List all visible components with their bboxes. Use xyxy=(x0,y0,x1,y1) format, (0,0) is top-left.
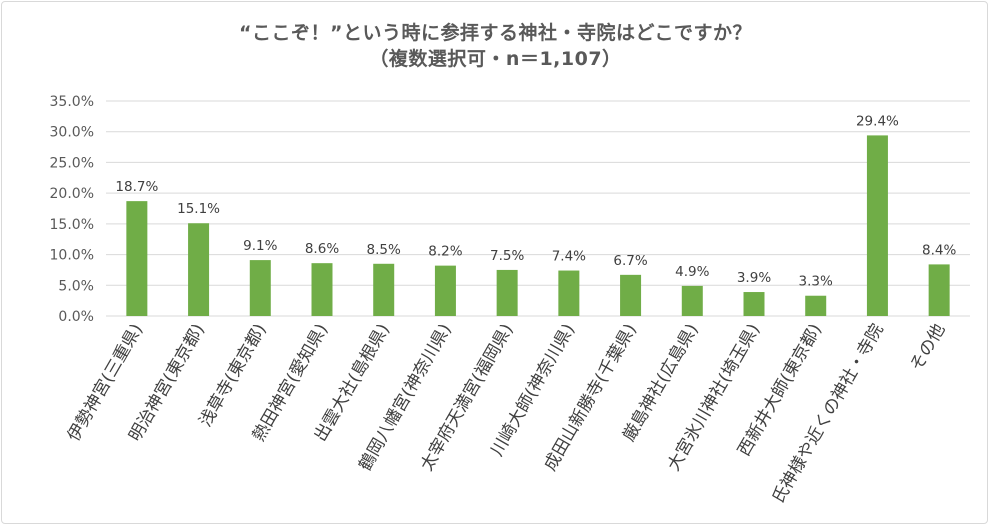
bar xyxy=(866,135,888,316)
y-tick-label: 0.0% xyxy=(58,309,94,325)
y-tick-label: 10.0% xyxy=(50,248,94,264)
data-label: 3.9% xyxy=(737,270,771,286)
data-label: 29.4% xyxy=(856,113,899,129)
data-label: 7.4% xyxy=(552,249,586,265)
chart-subtitle: （複数選択可・n＝1,107） xyxy=(369,48,622,70)
y-axis-ticks: 0.0% 5.0% 10.0% 15.0% 20.0% 25.0% 30.0% 35.0% xyxy=(50,94,94,325)
bar xyxy=(743,292,765,316)
data-label: 3.3% xyxy=(799,274,833,290)
bar xyxy=(805,295,827,316)
bar xyxy=(188,223,210,316)
data-label: 8.5% xyxy=(367,242,401,258)
data-label: 8.6% xyxy=(305,241,339,257)
x-tick-label: 氏神様や近くの神社・寺院 xyxy=(768,321,887,508)
bar xyxy=(373,263,395,316)
chart-title: “ここぞ！”という時に参拝する神社・寺院はどこですか？ xyxy=(239,22,752,44)
bar xyxy=(558,270,580,316)
data-label: 15.1% xyxy=(177,201,220,217)
data-label: 6.7% xyxy=(613,253,647,269)
bar xyxy=(620,274,642,316)
bar xyxy=(928,264,950,316)
data-label: 8.4% xyxy=(922,242,956,258)
y-tick-label: 25.0% xyxy=(50,155,94,171)
x-tick-label: その他 xyxy=(907,321,950,375)
bar xyxy=(434,265,456,316)
y-tick-label: 15.0% xyxy=(50,217,94,233)
bar xyxy=(496,269,518,316)
data-label: 8.2% xyxy=(428,244,462,260)
y-tick-label: 5.0% xyxy=(58,278,94,294)
y-tick-label: 30.0% xyxy=(50,125,94,141)
bar xyxy=(681,285,703,316)
data-label: 18.7% xyxy=(115,179,158,195)
gridlines xyxy=(106,100,970,317)
bars xyxy=(126,135,950,316)
data-label: 9.1% xyxy=(243,238,277,254)
y-tick-label: 20.0% xyxy=(50,186,94,202)
data-label: 4.9% xyxy=(675,264,709,280)
bar xyxy=(249,260,271,316)
data-label: 7.5% xyxy=(490,248,524,264)
bar xyxy=(311,263,333,316)
x-axis-labels: 伊勢神宮(三重県)明治神宮(東京都)浅草寺(東京都)熱田神宮(愛知県)出雲大社(… xyxy=(64,321,950,508)
y-tick-label: 35.0% xyxy=(50,94,94,110)
data-labels: 18.7% 15.1% 9.1% 8.6% 8.5% 8.2% 7.5% 7.4% 6.7% 4.… xyxy=(115,113,956,289)
bar xyxy=(126,201,148,316)
x-tick-label: 浅草寺(東京都) xyxy=(196,321,271,431)
